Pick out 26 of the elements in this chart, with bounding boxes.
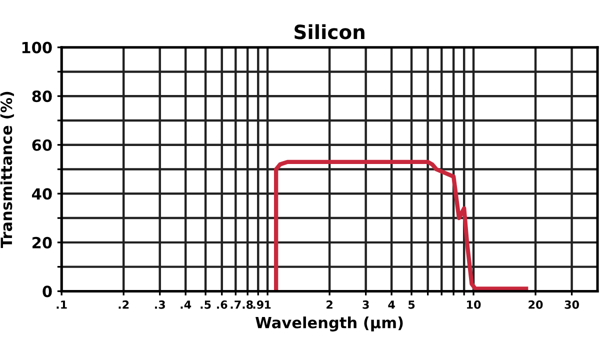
- x-tick-label: 30: [564, 300, 579, 309]
- x-tick-label: 2: [326, 300, 332, 309]
- y-tick-label: 0: [42, 286, 52, 298]
- y-tick-label: 80: [32, 90, 52, 102]
- y-tick-label: 20: [32, 236, 52, 248]
- x-tick-label: .6: [217, 300, 228, 309]
- x-axis-title: Wavelength (µm): [256, 316, 403, 332]
- x-tick-label: .8: [242, 300, 253, 309]
- x-tick-label: .3: [155, 300, 165, 309]
- x-tick-label: 3: [362, 300, 369, 309]
- y-tick-label: 40: [32, 188, 52, 200]
- x-tick-label: .5: [200, 300, 211, 309]
- x-tick-label: 1: [264, 300, 271, 309]
- x-tick-label: 10: [467, 300, 481, 309]
- x-tick-label: .4: [180, 300, 192, 309]
- chart-title: Silicon: [294, 24, 364, 40]
- x-tick-label: .1: [56, 300, 67, 309]
- x-tick-label: .2: [118, 300, 129, 309]
- y-tick-label: 100: [22, 42, 52, 54]
- x-tick-label: .7: [230, 300, 241, 309]
- x-tick-label: 20: [528, 300, 543, 309]
- x-tick-label: .9: [253, 300, 264, 309]
- y-axis-title: Transmittance (%): [0, 92, 14, 248]
- y-tick-label: 60: [32, 139, 52, 151]
- x-tick-label: 5: [408, 300, 415, 309]
- x-tick-label: 4: [388, 300, 395, 309]
